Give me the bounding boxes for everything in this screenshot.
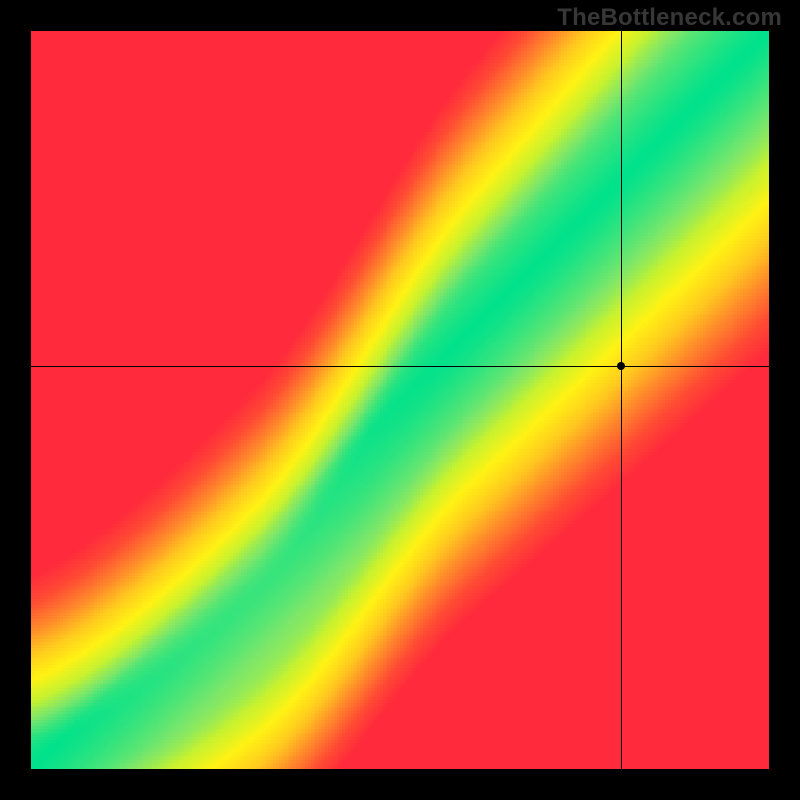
chart-frame: TheBottleneck.com bbox=[0, 0, 800, 800]
watermark-label: TheBottleneck.com bbox=[557, 4, 782, 32]
crosshair-vertical bbox=[621, 31, 622, 769]
crosshair-marker bbox=[617, 362, 625, 370]
crosshair-horizontal bbox=[31, 366, 769, 367]
bottleneck-heatmap bbox=[31, 31, 769, 769]
